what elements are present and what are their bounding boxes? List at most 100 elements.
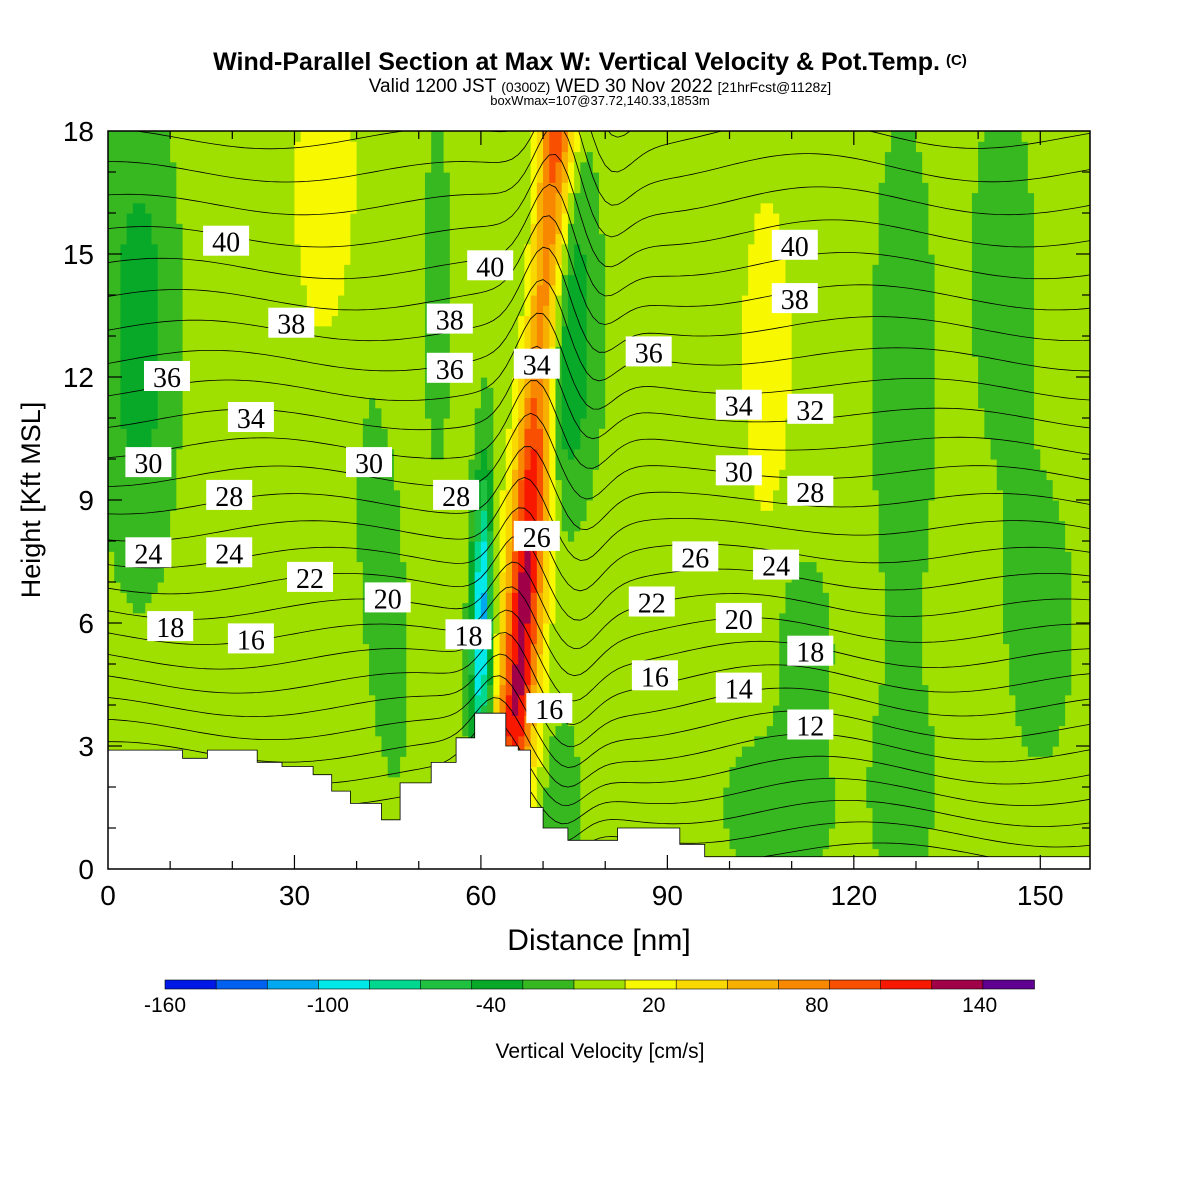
velocity-cell [114,387,122,399]
velocity-cell [163,325,171,337]
velocity-cell [306,592,314,604]
velocity-cell [493,561,501,573]
velocity-cell [431,664,439,675]
velocity-cell [449,274,457,286]
velocity-cell [126,530,134,542]
velocity-cell [499,387,507,399]
velocity-cell [356,172,364,183]
velocity-cell [325,694,333,706]
velocity-cell [282,510,289,522]
velocity-cell [499,530,507,542]
velocity-cell [437,274,445,286]
velocity-cell [219,633,227,645]
velocity-cell [176,459,184,470]
velocity-cell [195,407,202,419]
velocity-cell [337,377,345,388]
velocity-cell [387,336,395,347]
velocity-cell [151,725,159,737]
velocity-cell [244,305,252,317]
velocity-cell [226,356,233,368]
velocity-cell [518,141,526,153]
velocity-cell [126,336,134,347]
velocity-cell [468,172,476,183]
velocity-cell [244,254,252,265]
velocity-cell [188,582,196,593]
velocity-cell [182,459,190,470]
velocity-cell [331,315,339,327]
velocity-cell [120,377,128,388]
velocity-cell [362,131,370,142]
velocity-cell [505,489,513,501]
velocity-cell [219,141,227,153]
velocity-cell [238,274,246,286]
velocity-cell [250,172,258,183]
velocity-cell [300,459,308,470]
velocity-cell [213,643,221,655]
velocity-cell [313,469,320,481]
velocity-cell [108,551,115,563]
velocity-cell [449,254,457,265]
velocity-cell [437,264,445,276]
velocity-cell [250,694,258,706]
velocity-cell [313,428,320,440]
velocity-cell [319,664,327,675]
velocity-cell [424,735,432,747]
velocity-cell [232,336,240,347]
velocity-cell [163,510,171,522]
velocity-cell [219,213,227,224]
velocity-cell [449,746,457,757]
velocity-cell [468,202,476,214]
velocity-cell [275,438,283,450]
velocity-cell [108,325,115,337]
velocity-cell [226,602,233,614]
velocity-cell [244,438,252,450]
velocity-cell [176,274,184,286]
velocity-cell [269,336,277,347]
chart-title-mark: (C) [946,52,967,69]
velocity-cell [437,131,445,142]
velocity-cell [275,192,283,204]
velocity-cell [424,725,432,737]
velocity-cell [170,233,177,245]
velocity-cell [443,397,451,409]
velocity-cell [474,336,482,347]
velocity-cell [344,295,351,306]
velocity-cell [108,500,115,511]
velocity-cell [300,612,308,624]
velocity-cell [524,243,532,255]
velocity-cell [176,530,184,542]
velocity-cell [431,756,439,768]
velocity-cell [393,305,401,317]
velocity-cell [518,161,526,173]
velocity-cell [306,653,314,665]
velocity-cell [499,356,507,368]
velocity-cell [257,131,264,142]
velocity-cell [250,551,258,563]
velocity-cell [108,254,115,265]
velocity-cell [275,623,283,634]
velocity-cell [362,264,370,276]
velocity-cell [530,438,538,450]
velocity-cell [456,715,463,727]
velocity-cell [418,213,426,224]
velocity-cell [331,274,339,286]
velocity-cell [288,674,296,686]
velocity-cell [331,438,339,450]
velocity-cell [487,582,494,593]
velocity-cell [443,407,451,419]
velocity-cell [288,254,296,265]
velocity-cell [163,602,171,614]
velocity-cell [406,346,414,358]
velocity-cell [474,213,482,224]
velocity-cell [530,633,538,645]
velocity-cell [462,510,470,522]
velocity-cell [418,694,426,706]
velocity-cell [195,571,202,583]
velocity-cell [474,520,482,532]
velocity-cell [350,551,358,563]
velocity-cell [412,161,420,173]
velocity-cell [300,684,308,696]
velocity-cell [424,346,432,358]
velocity-cell [213,653,221,665]
velocity-cell [207,141,215,153]
